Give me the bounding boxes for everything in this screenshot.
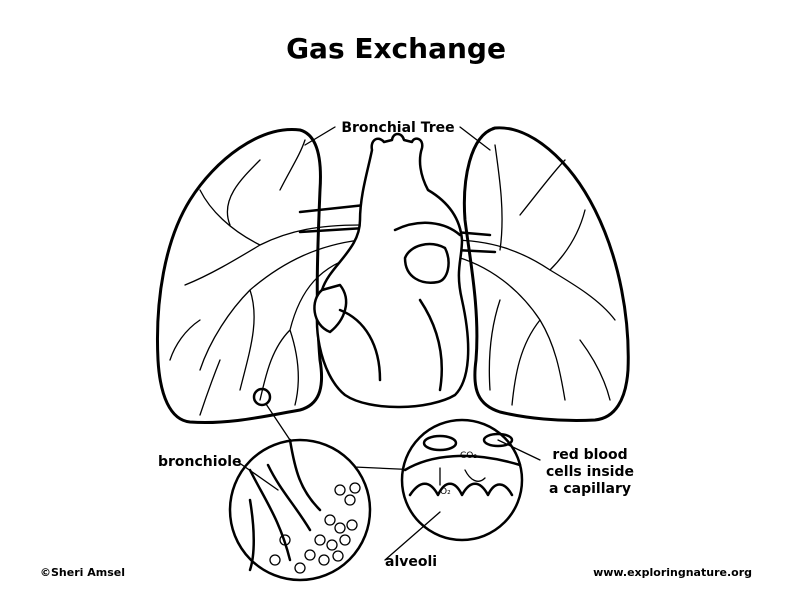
bronchiole-label: bronchiole <box>158 454 242 470</box>
alveoli-label: alveoli <box>385 554 437 570</box>
heart <box>313 132 470 409</box>
capillary-label: red blood <box>552 447 627 463</box>
o2-label: O₂ <box>440 487 451 497</box>
website: www.exploringnature.org <box>593 566 752 579</box>
left-lung <box>156 128 361 425</box>
right-lung <box>449 126 630 423</box>
capillary-detail: CO₂ O₂ <box>400 418 524 542</box>
capillary-label: cells inside <box>546 464 634 480</box>
title: Gas Exchange <box>286 32 506 65</box>
credit: ©Sheri Amsel <box>40 566 125 579</box>
capillary-label: a capillary <box>549 481 631 497</box>
co2-label: CO₂ <box>460 451 477 461</box>
bronchial-tree-label: Bronchial Tree <box>341 120 454 136</box>
bronchiole-detail <box>228 438 372 582</box>
zoom-marker <box>252 387 272 407</box>
